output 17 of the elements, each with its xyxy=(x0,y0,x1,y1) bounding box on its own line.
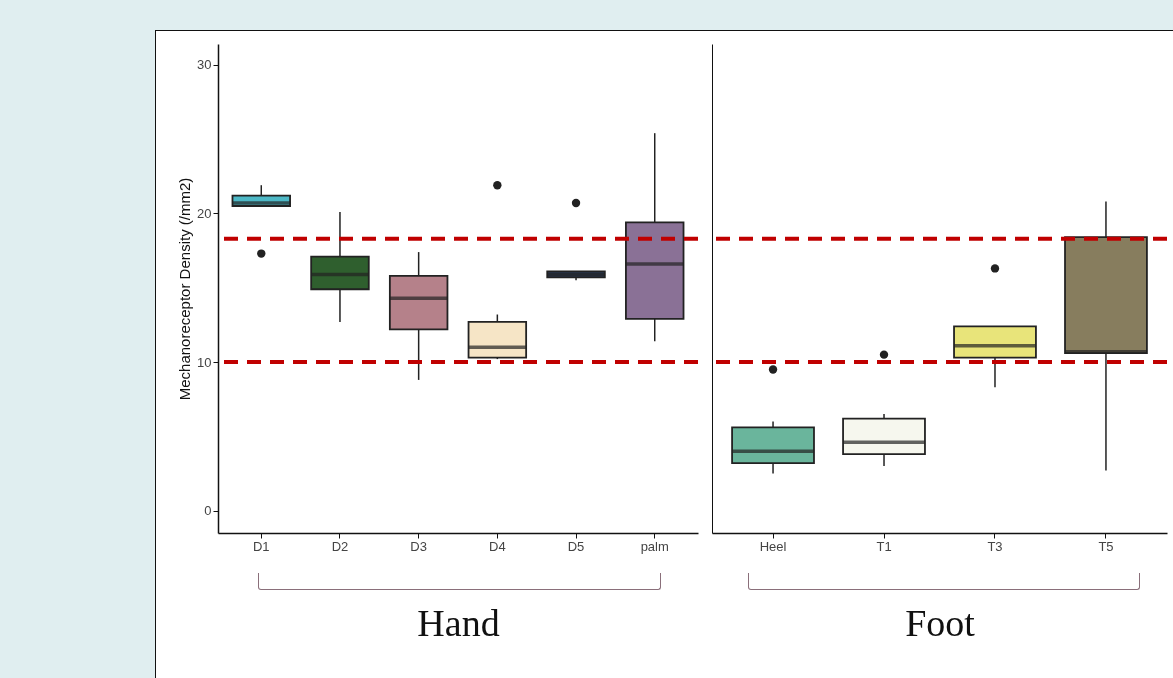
y-tick-label: 30 xyxy=(197,57,212,73)
y-tick-label: 20 xyxy=(197,205,212,221)
x-tick-label: D5 xyxy=(567,538,585,554)
x-axis-title: Foot xyxy=(905,601,976,644)
x-tick-label: T1 xyxy=(876,538,892,554)
x-tick-label: palm xyxy=(640,538,669,554)
y-tick-label: 10 xyxy=(197,354,212,370)
x-tick-label: D3 xyxy=(410,538,427,554)
x-tick-label: D4 xyxy=(489,538,506,554)
x-axis-title: Hand xyxy=(417,601,500,644)
x-tick-label: T5 xyxy=(1098,538,1114,554)
x-tick-label: D2 xyxy=(331,538,349,554)
y-tick-label: 0 xyxy=(204,503,212,519)
x-tick-label: Heel xyxy=(759,538,787,554)
y-axis-title: Mechanoreceptor Density (/mm2) xyxy=(176,177,194,401)
x-tick-label: T3 xyxy=(987,538,1003,554)
x-tick-label: D1 xyxy=(252,538,270,554)
